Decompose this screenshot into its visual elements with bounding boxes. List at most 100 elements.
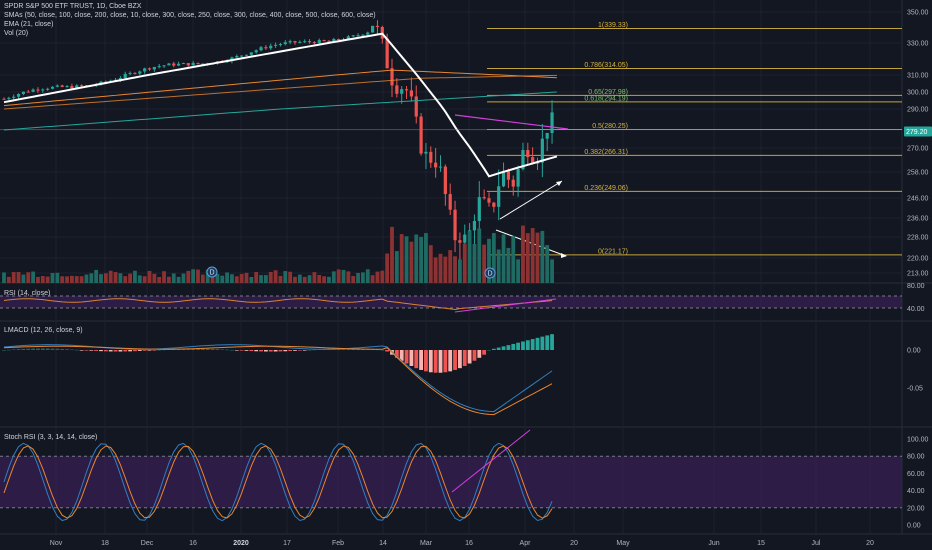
y-tick-label: 258.00	[907, 170, 929, 177]
lmacd-histogram-bar	[482, 350, 487, 355]
volume-bar	[103, 273, 108, 283]
volume-bar	[487, 238, 491, 283]
lmacd-histogram-bar	[307, 349, 312, 351]
chart-title: SPDR S&P 500 ETF TRUST, 1D, Cboe BZX	[4, 3, 142, 10]
candle-body	[371, 25, 375, 33]
volume-bar	[16, 271, 21, 283]
lmacd-histogram-bar	[74, 349, 79, 351]
lmacd-histogram-bar	[191, 348, 196, 350]
lmacd-histogram-bar	[200, 348, 205, 350]
candle-body	[138, 71, 142, 74]
candle-body	[143, 68, 147, 72]
lmacd-histogram-bar	[123, 350, 128, 352]
lmacd-histogram-bar	[511, 343, 516, 350]
volume-bar	[40, 276, 45, 283]
candle-body	[177, 63, 181, 66]
volume-bar	[511, 236, 516, 283]
candle-body	[521, 149, 525, 170]
volume-bar	[496, 249, 501, 283]
volume-bar	[133, 270, 137, 283]
volume-bar	[186, 270, 191, 283]
x-tick-label: 18	[101, 540, 109, 547]
lmacd-histogram-bar	[268, 350, 273, 352]
volume-bar	[540, 230, 545, 283]
rsi-tick-label: 40.00	[907, 306, 925, 313]
volume-bar	[157, 276, 162, 283]
lmacd-histogram-bar	[84, 350, 89, 351]
volume-bar	[477, 228, 482, 283]
lmacd-histogram-bar	[404, 350, 409, 364]
y-tick-label: 330.00	[907, 41, 929, 48]
volume-bar	[525, 233, 530, 283]
volume-bar	[516, 259, 520, 283]
volume-bar	[312, 272, 317, 283]
volume-bar	[438, 253, 443, 283]
volume-bar	[31, 271, 35, 283]
lmacd-histogram-bar	[516, 342, 520, 350]
volume-bar	[26, 272, 31, 283]
x-tick-label: 17	[283, 540, 291, 547]
lmacd-histogram-bar	[2, 350, 6, 351]
lmacd-histogram-bar	[438, 350, 443, 373]
candle-body	[46, 88, 50, 90]
candle-body	[424, 151, 428, 154]
stoch-tick-label: 60.00	[907, 471, 925, 478]
volume-bar	[404, 236, 409, 283]
volume-bar	[171, 273, 176, 283]
lmacd-histogram-bar	[11, 349, 16, 351]
candle-body	[31, 89, 35, 92]
candle-body	[274, 44, 278, 46]
stoch-legend: Stoch RSI (3, 3, 14, 14, close)	[4, 434, 98, 441]
candle-body	[7, 97, 11, 99]
lmacd-histogram-bar	[31, 348, 35, 350]
volume-bar	[249, 276, 254, 283]
stoch-tick-label: 100.00	[907, 437, 929, 444]
volume-bar	[152, 273, 157, 283]
candle-body	[337, 39, 341, 41]
lmacd-histogram-bar	[210, 348, 215, 350]
lmacd-histogram-bar	[530, 339, 535, 350]
candle-body	[516, 169, 520, 187]
lmacd-histogram-bar	[491, 348, 496, 350]
lmacd-histogram-bar	[36, 348, 40, 350]
candle-body	[322, 40, 326, 42]
volume-bar	[501, 234, 506, 283]
volume-bar	[419, 236, 423, 283]
price-badge	[904, 126, 932, 137]
volume-bar	[467, 231, 472, 283]
fib-level-label: 0.382(266.31)	[584, 149, 628, 156]
x-tick-label: 15	[757, 540, 765, 547]
y-tick-label: 310.00	[907, 73, 929, 80]
lmacd-histogram-bar	[477, 350, 482, 358]
lmacd-histogram-bar	[220, 349, 225, 350]
volume-bar	[351, 275, 356, 283]
volume-bar	[79, 276, 84, 283]
candles	[2, 20, 554, 260]
candle-body	[60, 85, 64, 87]
volume-bar	[6, 276, 11, 283]
lmacd-histogram-bar	[428, 350, 433, 373]
volume-bar	[482, 244, 487, 283]
sma-200-line	[3, 91, 557, 131]
volume-bar	[108, 270, 113, 283]
lmacd-tick-label: -0.05	[907, 386, 923, 393]
lmacd-histogram-bar	[525, 340, 530, 350]
candle-body	[540, 138, 544, 163]
candle-body	[264, 47, 268, 49]
indicator-ema: EMA (21, close)	[4, 21, 54, 28]
volume-bar	[45, 276, 50, 283]
candle-body	[312, 42, 316, 44]
candle-body	[535, 162, 540, 164]
lmacd-histogram-bar	[225, 349, 229, 351]
volume-bar	[70, 275, 74, 283]
sma-50-line	[3, 69, 557, 107]
y-tick-label: 213.00	[907, 271, 929, 278]
volume-bar	[89, 273, 94, 283]
volume-bar	[123, 276, 128, 283]
lmacd-histogram-bar	[249, 350, 254, 352]
volume-bar	[200, 274, 205, 283]
stoch-trendline	[451, 429, 531, 493]
lmacd-histogram-bar	[273, 350, 278, 352]
volume-bar	[259, 275, 263, 283]
